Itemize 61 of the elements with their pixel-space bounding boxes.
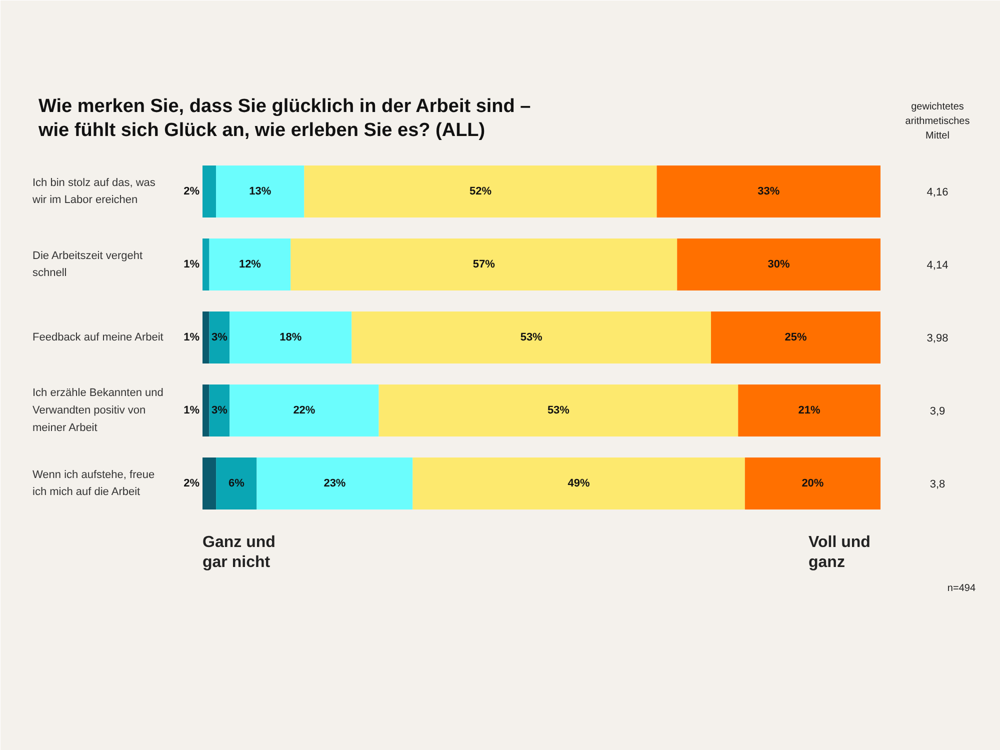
text: 3,98 (926, 332, 948, 344)
bar (230, 312, 352, 364)
y-tick-label: Ich erzähle Bekannten und Verwandten positiv von meiner Arbeit (32, 387, 164, 434)
bar (202, 166, 216, 218)
text: 4,16 (926, 186, 948, 198)
text: 4,14 (926, 260, 948, 272)
text: 3,9 (930, 406, 946, 418)
data-label: 30% (768, 258, 790, 270)
y-tick-label: Die Arbeitszeit vergeht schnell (32, 250, 143, 280)
bar (378, 384, 738, 436)
bar (209, 312, 230, 364)
data-label: 12% (238, 258, 262, 270)
text: 3,8 (930, 478, 946, 490)
data-label: 25% (784, 332, 807, 344)
text: n=494 (947, 583, 976, 594)
bar (304, 166, 657, 218)
bar (656, 166, 880, 218)
y-tick-label: Ich bin stolz auf das, was wir im Labor ereichen (32, 176, 156, 206)
data-label: 20% (802, 478, 824, 490)
bar (202, 312, 210, 364)
y-tick-label: Feedback auf meine Arbeit (32, 332, 164, 344)
data-label: 52% (469, 186, 492, 198)
text: Ganz und gar nicht (202, 534, 276, 572)
data-label: 18% (280, 332, 302, 344)
bar (352, 312, 711, 364)
bar (202, 458, 216, 510)
data-label: 53% (547, 404, 570, 416)
bar (230, 384, 379, 436)
bar (202, 238, 210, 290)
bar (202, 384, 210, 436)
data-label: 23% (324, 478, 346, 490)
data-label: 22% (293, 404, 316, 416)
bar (216, 166, 304, 218)
y-tick-label: Wenn ich aufstehe, freue ich mich auf die Arbeit (32, 468, 155, 498)
data-label: 6% (228, 478, 245, 490)
bar (256, 458, 413, 510)
data-label: 3% (212, 404, 228, 416)
bar (209, 384, 230, 436)
bar (677, 238, 880, 290)
data-label: 2% (184, 186, 200, 198)
data-label: 49% (568, 478, 590, 490)
bar (290, 238, 678, 290)
data-label: 13% (249, 186, 272, 198)
bar (738, 384, 880, 436)
data-label: 1% (184, 258, 200, 270)
bar (216, 458, 257, 510)
chart-title: Wie merken Sie, dass Sie glücklich in der Arbeit sind – wie fühlt sich Glück an, wie erleben Sie es? (ALL) (38, 96, 531, 142)
bar (744, 458, 880, 510)
bar (412, 458, 745, 510)
text: Voll und ganz (808, 534, 870, 572)
text: gewichtetes arithmetisches Mittel (905, 102, 970, 142)
data-label: 3% (212, 332, 228, 344)
data-label: 53% (520, 332, 543, 344)
bar (209, 238, 291, 290)
data-label: 57% (472, 258, 496, 270)
data-label: 21% (798, 404, 821, 416)
data-label: 2% (184, 478, 200, 490)
data-label: 1% (184, 332, 200, 344)
bar (711, 312, 880, 364)
data-label: 1% (184, 404, 200, 416)
data-label: 33% (758, 186, 780, 198)
